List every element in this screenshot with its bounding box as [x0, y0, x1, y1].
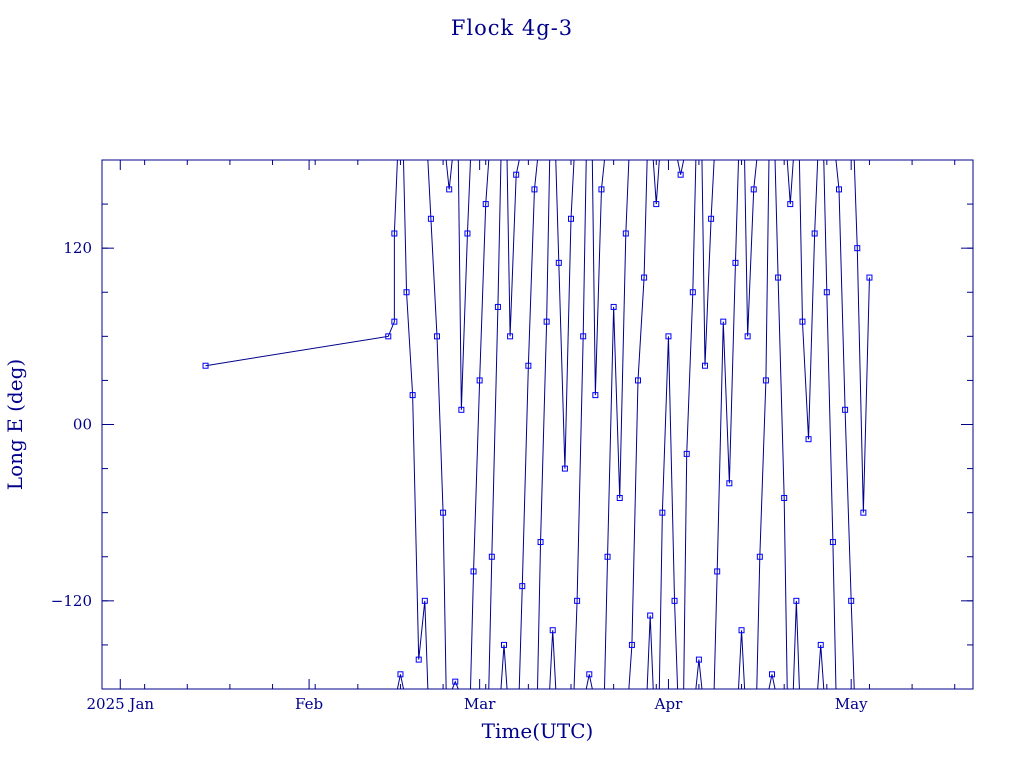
- data-point: [507, 333, 514, 340]
- data-point: [519, 583, 526, 590]
- data-point: [391, 318, 398, 325]
- data-point: [427, 215, 434, 222]
- data-point: [574, 597, 581, 604]
- data-point: [549, 627, 556, 634]
- data-point: [848, 597, 855, 604]
- data-point: [708, 215, 715, 222]
- chart-title: Flock 4g-3: [450, 16, 574, 40]
- y-tick-label: 00: [73, 416, 92, 434]
- data-point: [683, 450, 690, 457]
- data-point: [525, 362, 532, 369]
- data-point: [555, 259, 562, 266]
- data-point: [854, 245, 861, 252]
- data-point: [695, 656, 702, 663]
- data-point: [494, 303, 501, 310]
- data-point: [799, 318, 806, 325]
- y-axis-label: Long E (deg): [3, 359, 27, 490]
- data-point: [598, 186, 605, 193]
- data-point: [531, 186, 538, 193]
- data-point: [811, 230, 818, 237]
- data-point: [744, 333, 751, 340]
- data-point: [787, 201, 794, 208]
- data-point: [769, 671, 775, 678]
- data-point: [604, 553, 611, 560]
- data-point: [537, 539, 544, 546]
- data-point: [817, 641, 824, 648]
- data-point: [866, 274, 873, 281]
- y-tick-label: −120: [51, 592, 92, 610]
- data-point: [452, 678, 459, 685]
- data-point: [391, 230, 398, 237]
- data-point: [635, 377, 641, 384]
- data-point: [202, 362, 209, 369]
- data-point: [647, 612, 654, 619]
- data-point: [756, 553, 763, 560]
- data-point: [665, 333, 672, 340]
- data-point: [738, 627, 745, 634]
- data-point: [610, 303, 617, 310]
- data-point: [543, 318, 550, 325]
- data-point: [409, 392, 416, 399]
- data-point: [842, 406, 849, 413]
- x-tick-label: 2025 Jan: [86, 695, 154, 713]
- data-point: [689, 289, 696, 296]
- data-point: [385, 333, 392, 340]
- data-point: [762, 377, 769, 384]
- data-point: [702, 362, 708, 369]
- data-point: [434, 333, 440, 340]
- data-point: [720, 318, 727, 325]
- data-point: [622, 230, 629, 237]
- data-point: [561, 465, 568, 472]
- data-point: [836, 186, 842, 193]
- data-point: [823, 289, 830, 296]
- y-tick-label: 120: [63, 239, 92, 257]
- data-point: [586, 671, 593, 678]
- x-tick-label: May: [835, 695, 868, 713]
- data-point: [805, 436, 812, 443]
- data-point: [714, 568, 721, 575]
- data-point: [476, 377, 483, 384]
- series-group: [202, 159, 873, 690]
- data-point: [653, 201, 660, 208]
- data-point: [829, 539, 836, 546]
- data-point: [482, 201, 489, 208]
- x-tick-label: Apr: [654, 695, 683, 713]
- data-point: [860, 509, 867, 516]
- data-point: [403, 289, 410, 296]
- x-tick-label: Feb: [295, 695, 323, 713]
- data-point: [501, 641, 507, 648]
- data-point: [677, 171, 684, 178]
- data-point: [726, 480, 733, 487]
- data-point: [641, 274, 648, 281]
- x-tick-label: Mar: [464, 695, 496, 713]
- series-line: [205, 159, 870, 690]
- data-point: [458, 406, 465, 413]
- data-point: [750, 186, 757, 193]
- data-point: [397, 671, 404, 678]
- data-point: [415, 656, 422, 663]
- data-point: [616, 494, 623, 501]
- data-point: [580, 333, 587, 340]
- plot-frame: [101, 159, 974, 690]
- data-point: [488, 553, 495, 560]
- data-point: [592, 392, 599, 399]
- data-point: [446, 186, 453, 193]
- data-point: [628, 641, 635, 648]
- data-point: [513, 171, 520, 178]
- data-point: [464, 230, 471, 237]
- data-point: [568, 215, 574, 222]
- data-point: [732, 259, 739, 266]
- x-axis-label: Time(UTC): [482, 719, 594, 743]
- data-point: [440, 509, 447, 516]
- data-point: [793, 597, 800, 604]
- data-point: [671, 597, 678, 604]
- data-point: [421, 597, 428, 604]
- data-point: [659, 509, 666, 516]
- data-point: [775, 274, 782, 281]
- data-point: [470, 568, 477, 575]
- data-point: [781, 494, 788, 501]
